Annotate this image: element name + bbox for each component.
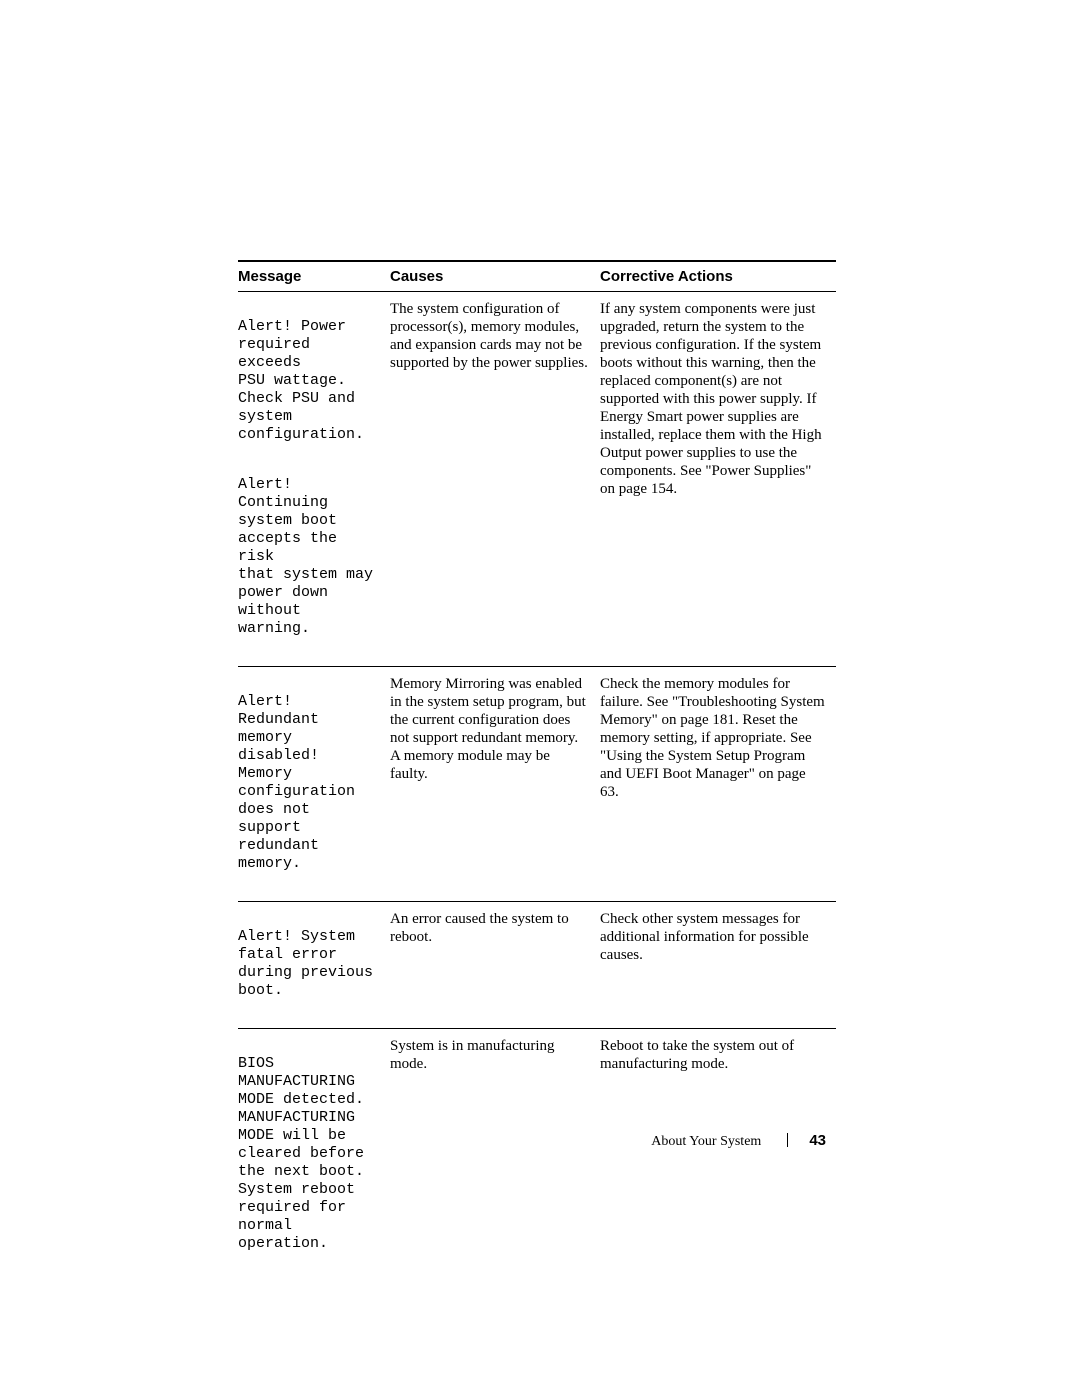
table-header: Message Causes Corrective Actions (238, 261, 836, 292)
cell-causes: The system configuration of processor(s)… (390, 292, 600, 667)
cell-actions: Reboot to take the system out of manufac… (600, 1029, 836, 1282)
header-message: Message (238, 261, 390, 292)
table-row: Alert! System fatal error during previou… (238, 902, 836, 1029)
message-text: Alert! Redundant memory disabled! Memory… (238, 693, 380, 873)
cell-causes: System is in manufacturing mode. (390, 1029, 600, 1282)
cell-actions: Check the memory modules for failure. Se… (600, 667, 836, 902)
footer-divider (787, 1133, 788, 1147)
cell-causes: Memory Mirroring was enabled in the syst… (390, 667, 600, 902)
document-page: Message Causes Corrective Actions Alert!… (0, 0, 1080, 1397)
cell-message: Alert! Power required exceeds PSU wattag… (238, 292, 390, 667)
message-text: Alert! Continuing system boot accepts th… (238, 476, 380, 638)
footer-page-number: 43 (809, 1132, 826, 1149)
messages-table: Message Causes Corrective Actions Alert!… (238, 260, 836, 1281)
header-causes: Causes (390, 261, 600, 292)
message-text: Alert! System fatal error during previou… (238, 928, 380, 1000)
message-text: Alert! Power required exceeds PSU wattag… (238, 318, 380, 444)
table-row: BIOS MANUFACTURING MODE detected. MANUFA… (238, 1029, 836, 1282)
cell-message: Alert! System fatal error during previou… (238, 902, 390, 1029)
table-row: Alert! Power required exceeds PSU wattag… (238, 292, 836, 667)
header-actions: Corrective Actions (600, 261, 836, 292)
cell-message: BIOS MANUFACTURING MODE detected. MANUFA… (238, 1029, 390, 1282)
footer-section-title: About Your System (651, 1134, 761, 1149)
cell-actions: If any system components were just upgra… (600, 292, 836, 667)
cell-actions: Check other system messages for addition… (600, 902, 836, 1029)
cell-message: Alert! Redundant memory disabled! Memory… (238, 667, 390, 902)
page-footer: About Your System 43 (651, 1132, 826, 1150)
message-text: BIOS MANUFACTURING MODE detected. MANUFA… (238, 1055, 380, 1253)
table-row: Alert! Redundant memory disabled! Memory… (238, 667, 836, 902)
cell-causes: An error caused the system to reboot. (390, 902, 600, 1029)
